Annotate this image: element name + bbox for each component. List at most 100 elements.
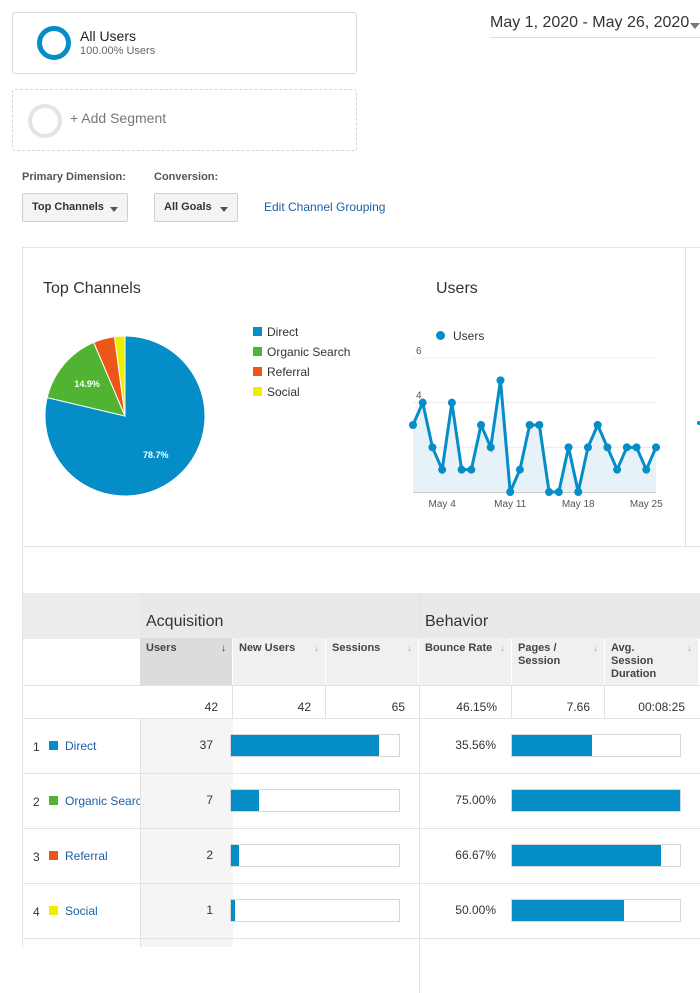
row-channel-link[interactable]: Social: [65, 904, 98, 918]
chevron-down-icon[interactable]: [690, 23, 700, 29]
row-color-swatch: [49, 851, 58, 860]
column-header-bounce-rate[interactable]: Bounce Rate ↓: [419, 638, 512, 685]
new-users-bar-fill: [231, 900, 236, 921]
new-users-bar-fill: [231, 845, 240, 866]
behavior-bar: [511, 844, 681, 867]
row-color-swatch: [49, 741, 58, 750]
data-point[interactable]: [632, 443, 641, 452]
data-point[interactable]: [486, 443, 495, 452]
row-bounce-rate: 50.00%: [455, 903, 496, 917]
column-header-label: New Users: [239, 642, 296, 654]
row-index: 1: [33, 740, 40, 754]
conversion-dropdown[interactable]: All Goals: [154, 193, 238, 222]
row-channel-link[interactable]: Direct: [65, 739, 97, 753]
data-point[interactable]: [477, 421, 486, 429]
data-point[interactable]: [574, 488, 583, 496]
column-header-users[interactable]: Users ↓: [140, 638, 233, 685]
legend-item-referral[interactable]: Referral: [253, 365, 350, 385]
line-legend[interactable]: Users: [436, 329, 484, 343]
row-channel-link[interactable]: Referral: [65, 849, 108, 863]
data-point[interactable]: [496, 376, 505, 385]
data-table: Acquisition Behavior Users ↓ New Users ↓ S…: [22, 547, 700, 993]
sort-arrow-icon: ↓: [593, 643, 598, 654]
segment-title: All Users: [80, 28, 137, 44]
column-header-label: Avg. Session Duration: [611, 642, 657, 680]
data-point[interactable]: [564, 443, 573, 452]
data-point[interactable]: [467, 465, 476, 474]
pie-chart: 78.7% 14.9%: [44, 335, 206, 497]
data-point[interactable]: [583, 443, 592, 452]
data-point[interactable]: [613, 465, 622, 474]
new-users-bar: [230, 734, 400, 757]
behavior-header: Behavior: [425, 613, 489, 630]
pie-slice-organic-search[interactable]: [46, 341, 126, 417]
column-header-label: Bounce Rate: [425, 642, 493, 654]
new-users-bar-fill: [231, 735, 379, 756]
data-point[interactable]: [622, 443, 631, 452]
row-color-swatch: [49, 796, 58, 805]
data-point[interactable]: [545, 488, 554, 496]
add-segment-label: + Add Segment: [70, 110, 167, 126]
behavior-bar-fill: [512, 790, 680, 811]
segment-card-all-users[interactable]: All Users 100.00% Users: [12, 12, 357, 74]
pie-legend: Direct Organic Search Referral Social: [253, 325, 350, 405]
data-point[interactable]: [457, 465, 466, 474]
data-point[interactable]: [409, 421, 417, 429]
data-point[interactable]: [593, 421, 602, 429]
primary-dimension-dropdown[interactable]: Top Channels: [22, 193, 128, 222]
add-segment-ring-icon: [28, 104, 62, 138]
legend-item-social[interactable]: Social: [253, 385, 350, 405]
data-point[interactable]: [438, 465, 447, 474]
pie-slice-social[interactable]: [113, 335, 126, 417]
column-header-avg-session-duration[interactable]: Avg. Session Duration ↓: [605, 638, 699, 685]
data-point[interactable]: [525, 421, 534, 429]
y-tick-label: 6: [416, 346, 422, 357]
table-row: 2 Organic Search 7 75.00%: [23, 773, 700, 828]
data-point[interactable]: [515, 465, 524, 474]
legend-item-direct[interactable]: Direct: [253, 325, 350, 345]
total-pages-session: 7.66: [512, 686, 605, 718]
data-point[interactable]: [428, 443, 437, 452]
legend-item-organic-search[interactable]: Organic Search: [253, 345, 350, 365]
acquisition-header: Acquisition: [146, 613, 224, 630]
data-point[interactable]: [652, 443, 660, 452]
date-range-picker[interactable]: May 1, 2020 - May 26, 2020: [490, 14, 700, 38]
next-panel-edge: [686, 247, 700, 547]
behavior-bar: [511, 734, 681, 757]
legend-swatch: [253, 347, 262, 356]
data-point[interactable]: [642, 465, 651, 474]
legend-label: Organic Search: [267, 345, 351, 359]
row-users: 37: [199, 738, 213, 752]
data-point[interactable]: [603, 443, 612, 452]
data-point[interactable]: [535, 421, 544, 429]
x-tick-label: May 11: [494, 499, 526, 510]
column-header-label: Sessions: [332, 642, 381, 654]
total-users: 42: [140, 686, 233, 718]
data-point[interactable]: [418, 398, 427, 407]
line-area: [413, 380, 656, 492]
total-new-users: 42: [233, 686, 326, 718]
chevron-down-icon: [220, 207, 228, 212]
data-point[interactable]: [554, 488, 563, 496]
data-point[interactable]: [506, 488, 515, 496]
group-divider: [419, 593, 420, 993]
column-header-new-users[interactable]: New Users ↓: [233, 638, 326, 685]
legend-swatch: [253, 367, 262, 376]
table-row: 4 Social 1 50.00%: [23, 883, 700, 938]
edit-channel-grouping-link[interactable]: Edit Channel Grouping: [264, 200, 386, 214]
column-header-pages-session[interactable]: Pages / Session ↓: [512, 638, 605, 685]
behavior-bar-fill: [512, 735, 592, 756]
add-segment-button[interactable]: + Add Segment: [12, 89, 357, 151]
legend-label: Direct: [267, 325, 299, 339]
column-header-sessions[interactable]: Sessions ↓: [326, 638, 419, 685]
legend-label: Users: [453, 329, 485, 343]
row-channel-link[interactable]: Organic Search: [65, 794, 140, 808]
sort-arrow-icon: ↓: [687, 643, 692, 654]
row-index: 3: [33, 850, 40, 864]
column-header-label: Pages / Session: [518, 642, 561, 667]
segment-ring-icon: [37, 26, 71, 60]
panel-dot-icon: [697, 421, 700, 425]
data-point[interactable]: [447, 398, 456, 407]
conversion-value: All Goals: [164, 201, 212, 213]
